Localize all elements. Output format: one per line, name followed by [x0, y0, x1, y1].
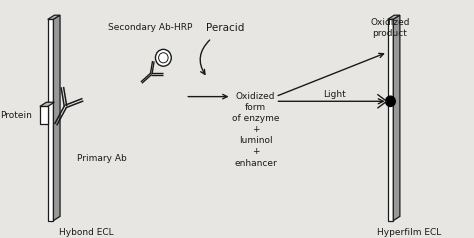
Polygon shape — [54, 15, 60, 221]
Polygon shape — [48, 15, 60, 20]
Polygon shape — [388, 15, 400, 20]
Text: Peracid: Peracid — [206, 23, 244, 33]
Polygon shape — [48, 20, 54, 221]
Polygon shape — [40, 106, 48, 124]
Text: Light: Light — [323, 90, 346, 99]
FancyArrowPatch shape — [278, 99, 383, 104]
Text: Hyperfilm ECL: Hyperfilm ECL — [377, 228, 442, 237]
Polygon shape — [393, 15, 400, 221]
Text: Secondary Ab-HRP: Secondary Ab-HRP — [108, 23, 192, 32]
Polygon shape — [388, 20, 393, 221]
Text: Primary Ab: Primary Ab — [77, 154, 127, 163]
Text: Oxidized
form
of enzyme
+
luminol
+
enhancer: Oxidized form of enzyme + luminol + enha… — [232, 92, 280, 168]
FancyArrowPatch shape — [200, 40, 210, 74]
Circle shape — [155, 49, 171, 66]
Text: Oxidized
product: Oxidized product — [370, 18, 410, 38]
Circle shape — [159, 53, 168, 63]
Polygon shape — [40, 102, 55, 106]
Text: Protein: Protein — [0, 111, 32, 120]
Circle shape — [385, 96, 395, 106]
Text: Hybond ECL: Hybond ECL — [59, 228, 114, 237]
